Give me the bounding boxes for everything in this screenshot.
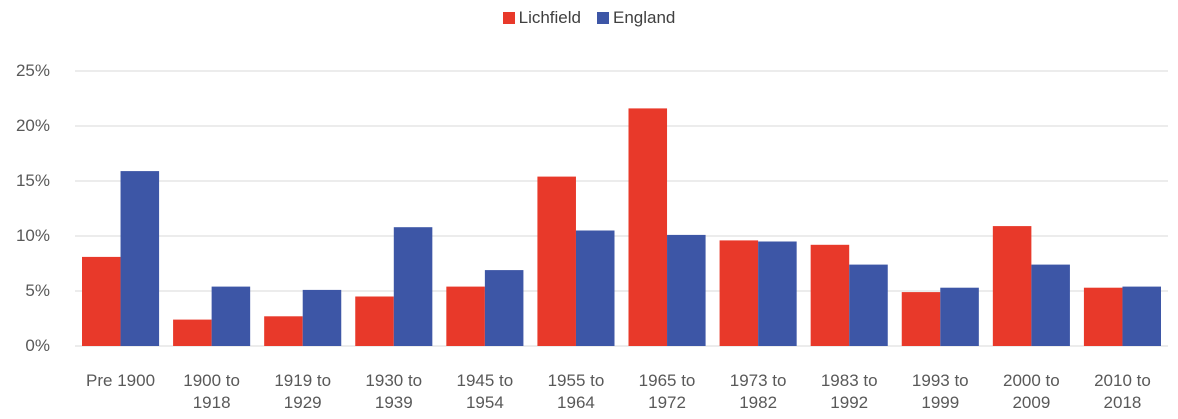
- bar: [537, 176, 576, 346]
- y-tick-label: 0%: [25, 336, 50, 355]
- bar: [810, 244, 850, 346]
- bar: [719, 240, 759, 346]
- x-tick-label: 1965 to 1972: [638, 371, 696, 412]
- bar: [901, 292, 941, 346]
- legend-swatch: [502, 12, 515, 24]
- bar: [173, 319, 212, 346]
- y-tick-label: 25%: [15, 61, 50, 80]
- x-tick-label: 1930 to 1939: [365, 371, 423, 412]
- bar: [120, 171, 160, 346]
- bar: [575, 230, 615, 346]
- legend-label: Lichfield: [518, 8, 581, 27]
- bar: [302, 289, 342, 346]
- y-tick-label: 15%: [15, 171, 50, 190]
- x-tick-label: 1900 to 1918: [183, 371, 240, 412]
- bar: [484, 270, 524, 346]
- y-tick-label: 10%: [15, 226, 50, 245]
- x-tick-label: Pre 1900: [86, 371, 156, 390]
- x-tick-label: 1919 to 1929: [274, 371, 332, 412]
- x-tick-label: 1955 to 1964: [547, 371, 605, 412]
- y-tick-label: 20%: [15, 116, 50, 135]
- bar: [393, 227, 433, 346]
- bar: [355, 296, 394, 346]
- x-tick-label: 1945 to 1954: [456, 371, 514, 412]
- x-tick-label: 1993 to 1999: [911, 371, 969, 412]
- x-tick-label: 1983 to 1992: [820, 371, 878, 412]
- bar: [758, 241, 797, 346]
- bar: [667, 234, 706, 346]
- bar: [1083, 287, 1123, 346]
- bar: [940, 287, 979, 346]
- bar: [82, 256, 121, 346]
- legend-item: Lichfield: [502, 8, 581, 27]
- bar: [446, 286, 485, 346]
- x-tick-label: 2000 to 2009: [1003, 371, 1060, 412]
- bar: [1031, 264, 1070, 346]
- bar: [849, 264, 888, 346]
- bar: [211, 286, 251, 346]
- legend-label: England: [612, 8, 676, 27]
- x-tick-label: 2010 to 2018: [1094, 371, 1151, 412]
- bar: [628, 108, 668, 347]
- bar: [992, 226, 1032, 346]
- legend: Lichfield England: [0, 8, 1178, 28]
- y-tick-label: 5%: [25, 281, 50, 300]
- bar: [1122, 286, 1161, 346]
- bar: [264, 316, 303, 346]
- legend-swatch: [596, 12, 609, 24]
- x-tick-label: 1973 to 1982: [729, 371, 787, 412]
- legend-item: England: [596, 8, 676, 27]
